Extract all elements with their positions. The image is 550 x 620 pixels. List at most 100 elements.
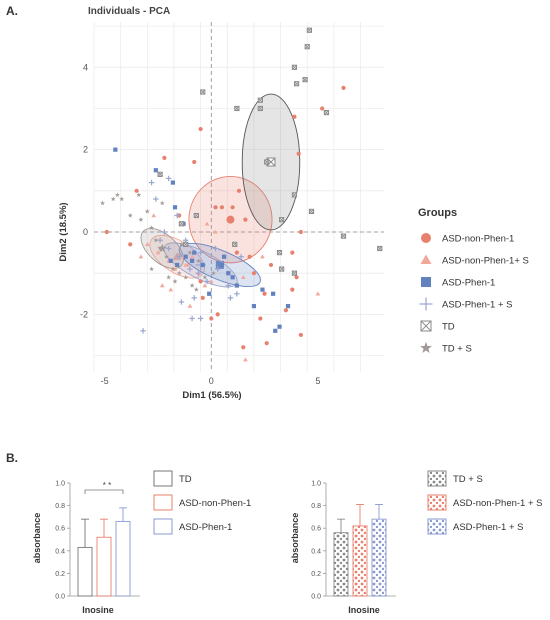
pca-point (165, 175, 172, 182)
panel-a-label: A. (6, 4, 18, 18)
pca-point (187, 303, 193, 308)
pca-point (238, 253, 244, 260)
pca-plot: Individuals - PCA -5 0 5 -2 0 2 4 Dim1 (56.5%)… (58, 6, 529, 401)
pca-point (291, 192, 298, 198)
pca-point (212, 245, 219, 252)
pca-point (260, 254, 265, 259)
pca-point (240, 274, 246, 279)
pca-point (221, 254, 227, 259)
pca-point (264, 159, 270, 165)
pca-point (138, 217, 144, 222)
pca-point (377, 245, 383, 252)
bar-ytick-label: 0.8 (311, 503, 321, 510)
pca-xtick-label: 0 (209, 376, 214, 386)
bar (77, 546, 93, 597)
pca-point (315, 291, 321, 296)
pca-point (128, 242, 133, 247)
pca-point (144, 208, 150, 214)
pca-point (320, 106, 325, 111)
pca-xtick-label: -5 (101, 376, 109, 386)
bar (333, 532, 349, 597)
pca-point (183, 274, 189, 280)
pca-point (241, 345, 246, 350)
bar-ytick-label: 1.0 (311, 481, 321, 488)
pca-ytick-label: 4 (83, 62, 88, 72)
pca-point (210, 270, 216, 276)
bar-right-ylabel: absorbance (290, 513, 300, 564)
pca-point (208, 279, 214, 284)
bar-ytick-label: 1.0 (55, 481, 65, 488)
pca-point (153, 168, 158, 173)
pca-point (187, 266, 193, 272)
pca-point (175, 262, 180, 268)
pca-point (198, 126, 203, 132)
bar-legend-label: TD + S (453, 474, 483, 485)
pca-legend-marker (420, 341, 432, 354)
bar-ytick-label: 0.4 (55, 548, 65, 555)
pca-point (219, 262, 225, 268)
pca-point (243, 217, 248, 222)
panel-b-label: B. (6, 451, 18, 465)
pca-point (226, 271, 231, 276)
bar-chart-right: 0.0 0.2 0.4 0.6 0.8 1.0 (311, 481, 396, 601)
pca-point (202, 274, 208, 280)
pca-point (192, 250, 197, 255)
pca-xtick-label: 5 (315, 376, 320, 386)
pca-legend-label: ASD-non-Phen-1+ S (442, 256, 529, 267)
pca-ytick-label: -2 (80, 309, 88, 319)
pca-point (285, 304, 291, 309)
pca-point (136, 192, 142, 198)
pca-point (227, 295, 234, 301)
bar-legend-swatch (153, 470, 173, 487)
pca-point (149, 225, 155, 231)
pca-point (230, 205, 235, 210)
pca-point (168, 258, 173, 263)
pca-point (157, 245, 163, 251)
pca-point (187, 249, 193, 255)
pca-point (298, 332, 303, 338)
pca-point (234, 250, 239, 255)
pca-point (341, 85, 346, 90)
bar (96, 536, 112, 597)
pca-ytick-label: 0 (83, 227, 88, 237)
bar-ytick-label: 0.8 (55, 503, 65, 510)
pca-point (232, 241, 238, 247)
bar (115, 520, 131, 597)
pca-title: Individuals - PCA (88, 6, 170, 17)
bar-ytick-label: 0.2 (55, 571, 65, 578)
pca-point (257, 97, 263, 103)
bar-ytick-label: 0.0 (55, 594, 65, 601)
pca-point (183, 241, 189, 247)
pca-point (183, 254, 188, 259)
pca-point (157, 237, 163, 243)
pca-legend-label: TD (442, 322, 455, 333)
pca-point (119, 196, 125, 202)
bar-ytick-label: 0.6 (55, 526, 65, 533)
pca-point (291, 270, 298, 276)
pca-point (257, 105, 263, 112)
pca-point (164, 254, 169, 259)
pca-point (225, 282, 232, 289)
pca-legend-label: ASD-Phen-1 + S (442, 300, 513, 311)
bar-right-legend: TD + S ASD-non-Phen-1 + S ASD-Phen-1 + S (427, 470, 543, 535)
pca-point (168, 287, 174, 292)
pca-point (292, 114, 297, 119)
pca-centroid (226, 215, 235, 224)
pca-point (153, 237, 159, 243)
pca-point (209, 316, 214, 321)
pca-point (247, 254, 252, 259)
pca-point (230, 275, 235, 280)
bar-ytick-label: 0.6 (311, 526, 321, 533)
pca-point (202, 283, 208, 288)
pca-point (192, 159, 197, 165)
pca-point (213, 229, 218, 234)
pca-point (155, 250, 161, 255)
pca-point (162, 155, 167, 160)
pca-point (294, 275, 299, 280)
pca-point (258, 316, 263, 321)
pca-point (159, 200, 165, 206)
pca-point (170, 180, 175, 185)
pca-point (134, 188, 139, 193)
bar-legend-label: ASD-non-Phen-1 (179, 498, 251, 509)
